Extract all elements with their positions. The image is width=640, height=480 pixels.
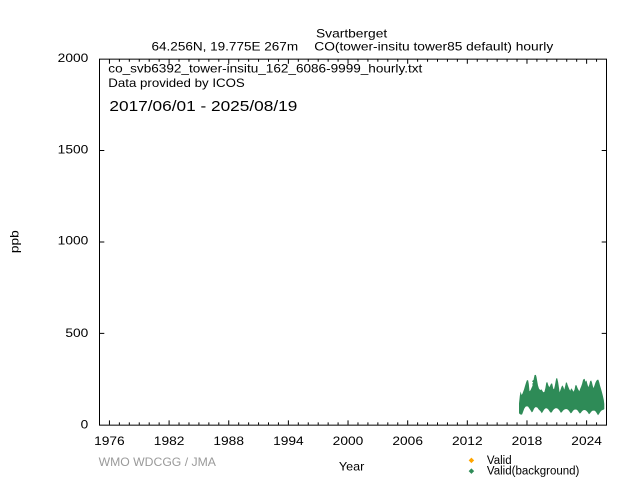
svg-text:64.256N, 19.775E 267m: 64.256N, 19.775E 267m bbox=[152, 39, 299, 53]
svg-text:0: 0 bbox=[81, 418, 89, 432]
svg-text:CO(tower-insitu tower85 defaul: CO(tower-insitu tower85 default) hourly bbox=[314, 39, 553, 53]
svg-text:Data provided by ICOS: Data provided by ICOS bbox=[108, 76, 245, 90]
svg-text:1982: 1982 bbox=[154, 434, 185, 448]
svg-text:1976: 1976 bbox=[94, 434, 125, 448]
svg-text:Valid(background): Valid(background) bbox=[487, 466, 580, 478]
svg-text:co_svb6392_tower-insitu_162_60: co_svb6392_tower-insitu_162_6086-9999_ho… bbox=[108, 61, 423, 75]
svg-text:1000: 1000 bbox=[58, 234, 89, 248]
svg-text:2000: 2000 bbox=[58, 51, 89, 65]
svg-text:2006: 2006 bbox=[392, 434, 423, 448]
svg-text:Year: Year bbox=[339, 459, 364, 473]
svg-text:1988: 1988 bbox=[213, 434, 244, 448]
svg-text:2024: 2024 bbox=[571, 434, 602, 448]
svg-text:2018: 2018 bbox=[512, 434, 543, 448]
svg-text:Valid: Valid bbox=[487, 455, 512, 467]
svg-text:1994: 1994 bbox=[273, 434, 304, 448]
svg-text:Svartberget: Svartberget bbox=[316, 27, 388, 41]
svg-text:500: 500 bbox=[65, 326, 88, 340]
svg-text:2012: 2012 bbox=[452, 434, 483, 448]
svg-text:WMO WDCGG / JMA: WMO WDCGG / JMA bbox=[99, 455, 216, 469]
svg-text:1500: 1500 bbox=[58, 143, 89, 157]
svg-text:2017/06/01 - 2025/08/19: 2017/06/01 - 2025/08/19 bbox=[109, 98, 297, 115]
svg-text:ppb: ppb bbox=[7, 230, 21, 253]
svg-text:2000: 2000 bbox=[333, 434, 364, 448]
